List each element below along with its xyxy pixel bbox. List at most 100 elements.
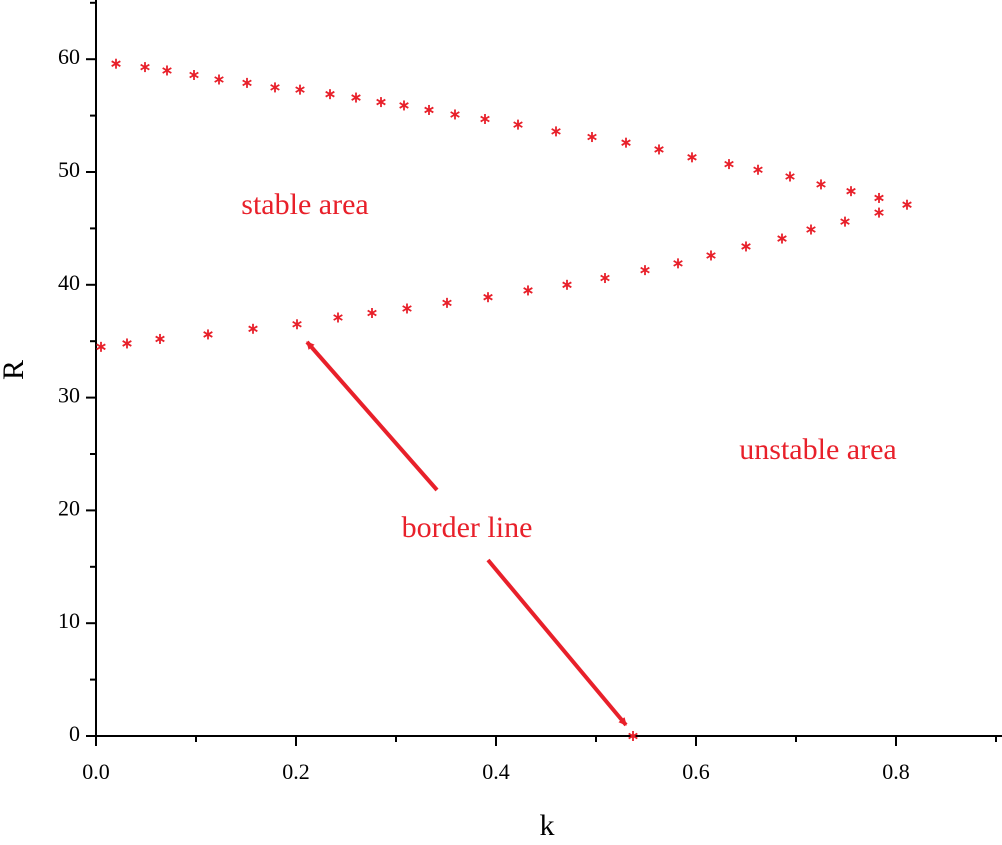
point: [874, 207, 884, 218]
point-stroke: [351, 94, 361, 101]
point-stroke: [111, 60, 121, 67]
point-stroke: [523, 287, 533, 294]
x-axis-label: k: [540, 809, 555, 842]
point: [840, 216, 850, 227]
point: [480, 113, 490, 124]
point-stroke: [562, 281, 572, 289]
point: [483, 292, 493, 303]
point: [687, 152, 697, 163]
point-stroke: [621, 139, 631, 146]
annotation: unstable area: [739, 433, 896, 466]
point-stroke: [483, 293, 493, 301]
point-stroke: [777, 235, 787, 242]
point: [399, 100, 409, 111]
point: [140, 62, 150, 73]
point-stroke: [376, 98, 386, 106]
point: [621, 137, 631, 148]
point-stroke: [203, 331, 213, 338]
x-tick-label: 0.8: [882, 759, 910, 784]
point-stroke: [214, 76, 224, 83]
point-stroke: [399, 102, 409, 109]
point: [242, 77, 252, 88]
y-axis-label: R: [0, 360, 30, 380]
point-stroke: [724, 160, 734, 168]
arrow: [486, 558, 628, 727]
x-tick-label: 0.4: [482, 759, 510, 784]
point-stroke: [162, 67, 172, 74]
point-stroke: [874, 209, 884, 216]
point-stroke: [450, 111, 460, 118]
point-stroke: [513, 121, 523, 128]
point: [367, 308, 377, 318]
point: [351, 92, 361, 103]
point-stroke: [628, 732, 638, 740]
point: [640, 265, 650, 276]
point: [654, 144, 664, 155]
point-stroke: [333, 314, 343, 321]
point: [551, 126, 561, 137]
point: [376, 97, 386, 108]
point-stroke: [402, 305, 412, 312]
point: [523, 285, 533, 296]
point: [777, 233, 787, 244]
point: [122, 338, 132, 349]
point-stroke: [600, 274, 610, 282]
point-stroke: [140, 63, 150, 71]
point: [442, 297, 452, 308]
y-tick-label: 60: [58, 44, 80, 69]
point: [325, 89, 335, 100]
point-stroke: [874, 194, 884, 202]
point-stroke: [442, 299, 452, 307]
point-stroke: [706, 252, 716, 259]
point: [424, 104, 434, 115]
point: [706, 250, 716, 261]
point: [295, 84, 305, 95]
point: [189, 69, 199, 80]
point-stroke: [295, 86, 305, 93]
point: [111, 58, 121, 69]
annotation: stable area: [241, 188, 368, 221]
point-stroke: [270, 84, 280, 91]
arrow: [305, 340, 439, 492]
x-tick-label: 0.2: [282, 759, 310, 784]
y-tick-label: 20: [58, 495, 80, 520]
point: [450, 109, 460, 120]
point: [214, 74, 224, 85]
point-stroke: [785, 173, 795, 180]
point: [513, 119, 523, 130]
point: [587, 132, 597, 143]
point: [806, 224, 816, 235]
point-stroke: [367, 309, 377, 317]
point-stroke: [189, 71, 199, 79]
point-stroke: [846, 187, 856, 195]
point: [402, 303, 412, 314]
y-tick-label: 50: [58, 157, 80, 182]
point-stroke: [424, 106, 434, 114]
point: [96, 341, 106, 352]
point-stroke: [155, 335, 165, 343]
point: [248, 323, 258, 334]
point: [902, 199, 912, 210]
point-stroke: [806, 226, 816, 233]
x-tick-label: 0.6: [682, 759, 710, 784]
y-tick-label: 0: [69, 721, 80, 746]
x-tick-label: 0.0: [82, 759, 110, 784]
y-tick-label: 10: [58, 608, 80, 633]
annotation: border line: [402, 511, 533, 544]
point: [203, 329, 213, 340]
point: [741, 241, 751, 252]
point: [562, 279, 572, 290]
point: [600, 273, 610, 284]
point-stroke: [673, 260, 683, 267]
y-tick-label: 40: [58, 270, 80, 295]
point-stroke: [587, 133, 597, 141]
point-stroke: [687, 154, 697, 161]
point: [628, 731, 638, 741]
point-stroke: [816, 181, 826, 188]
point-stroke: [753, 166, 763, 174]
point-stroke: [96, 343, 106, 351]
point-stroke: [840, 218, 850, 225]
point: [155, 333, 165, 344]
point-stroke: [551, 128, 561, 135]
point-stroke: [640, 266, 650, 274]
